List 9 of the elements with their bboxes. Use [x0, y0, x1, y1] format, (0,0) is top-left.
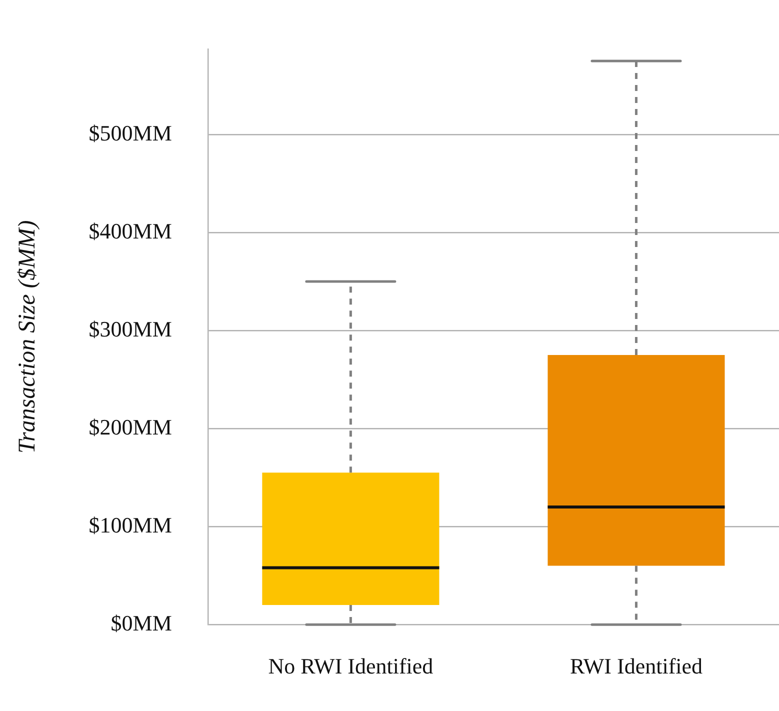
y-tick-label: $0MM: [110, 610, 172, 636]
y-tick-label: $400MM: [88, 218, 172, 244]
y-tick-label: $100MM: [88, 512, 172, 538]
y-tick-label: $500MM: [88, 120, 172, 146]
y-tick-label: $300MM: [88, 316, 172, 342]
x-tick-label: RWI Identified: [570, 654, 703, 679]
y-tick-label: $200MM: [88, 414, 172, 440]
y-axis-title: Transaction Size ($MM): [14, 220, 41, 454]
x-tick-label: No RWI Identified: [268, 654, 434, 679]
